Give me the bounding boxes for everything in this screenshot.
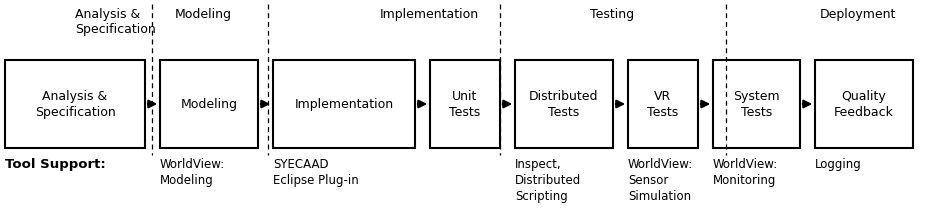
Bar — [815, 60, 913, 148]
Bar — [430, 60, 500, 148]
Text: Implementation: Implementation — [380, 8, 479, 21]
Text: Inspect,
Distributed
Scripting: Inspect, Distributed Scripting — [515, 158, 581, 203]
Text: Testing: Testing — [590, 8, 634, 21]
Bar — [628, 60, 698, 148]
Text: Analysis &
Specification: Analysis & Specification — [35, 89, 116, 119]
Bar — [273, 60, 415, 148]
Text: WorldView:
Modeling: WorldView: Modeling — [160, 158, 225, 187]
Text: WorldView:
Monitoring: WorldView: Monitoring — [713, 158, 778, 187]
Text: SYECAAD
Eclipse Plug-in: SYECAAD Eclipse Plug-in — [273, 158, 359, 187]
Text: WorldView:
Sensor
Simulation: WorldView: Sensor Simulation — [628, 158, 693, 203]
Text: Tool Support:: Tool Support: — [5, 158, 106, 171]
Text: Deployment: Deployment — [820, 8, 897, 21]
Text: VR
Tests: VR Tests — [647, 89, 679, 119]
Text: Modeling: Modeling — [180, 98, 237, 110]
Text: Unit
Tests: Unit Tests — [449, 89, 481, 119]
Bar — [515, 60, 613, 148]
Text: Modeling: Modeling — [175, 8, 232, 21]
Text: Logging: Logging — [815, 158, 862, 171]
Text: Implementation: Implementation — [294, 98, 393, 110]
Text: Quality
Feedback: Quality Feedback — [834, 89, 894, 119]
Text: Analysis &
Specification: Analysis & Specification — [75, 8, 156, 36]
Text: Distributed
Tests: Distributed Tests — [530, 89, 599, 119]
Bar — [713, 60, 800, 148]
Text: System
Tests: System Tests — [733, 89, 780, 119]
Bar — [160, 60, 258, 148]
Bar — [5, 60, 145, 148]
